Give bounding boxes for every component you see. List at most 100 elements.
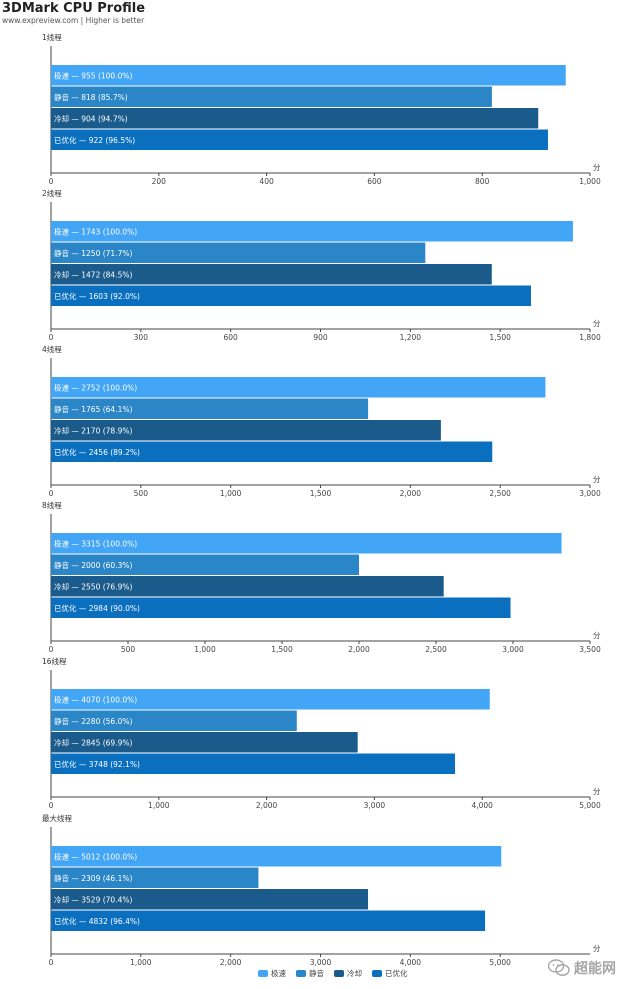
bar: [51, 846, 502, 867]
bar-label: 冷却 — 2170 (78.9%): [54, 426, 132, 436]
x-tick-label: 2,000: [256, 801, 278, 810]
x-tick-label: 2,000: [400, 489, 422, 498]
x-tick-label: 3,000: [364, 801, 386, 810]
x-tick-label: 500: [134, 489, 149, 498]
bar: [51, 753, 456, 774]
x-tick-label: 2,500: [425, 645, 447, 654]
panel-title: 4线程: [42, 344, 62, 354]
legend-swatch-1: [296, 970, 306, 977]
bar: [51, 129, 548, 150]
x-tick-label: 0: [49, 801, 54, 810]
bar-label: 冷却 — 2845 (69.9%): [54, 738, 132, 748]
bar-label: 冷却 — 3529 (70.4%): [54, 895, 132, 905]
x-tick-label: 600: [367, 177, 382, 186]
bar-label: 已优化 — 4832 (96.4%): [54, 916, 140, 926]
bar-label: 静音 — 1765 (64.1%): [54, 404, 132, 414]
bar: [51, 867, 259, 888]
x-tick-label: 200: [152, 177, 167, 186]
x-axis-unit: 分: [593, 631, 601, 640]
bar: [51, 377, 546, 398]
bar-label: 已优化 — 922 (96.5%): [54, 135, 135, 145]
x-tick-label: 0: [49, 333, 54, 342]
chart-title: 3DMark CPU Profile: [2, 1, 146, 16]
bar-label: 已优化 — 3748 (92.1%): [54, 759, 140, 769]
x-tick-label: 300: [134, 333, 149, 342]
x-tick-label: 5,000: [489, 958, 511, 967]
bar-label: 极速 — 1743 (100.0%): [54, 227, 137, 237]
bar: [51, 689, 490, 710]
bar-label: 极速 — 4070 (100.0%): [54, 695, 137, 705]
bar-label: 冷却 — 1472 (84.5%): [54, 270, 132, 280]
legend-label-0: 极速: [271, 969, 286, 978]
bar-label: 已优化 — 2984 (90.0%): [54, 603, 140, 613]
bar: [51, 65, 566, 86]
watermark: 超能网: [548, 958, 616, 978]
x-tick-label: 900: [313, 333, 328, 342]
x-tick-label: 1,000: [579, 177, 601, 186]
x-axis-unit: 分: [593, 319, 601, 328]
x-tick-label: 3,000: [310, 958, 332, 967]
panel-title: 8线程: [42, 500, 62, 510]
legend-item-0[interactable]: 极速: [258, 968, 286, 979]
x-axis-unit: 分: [593, 787, 601, 796]
x-tick-label: 1,000: [148, 801, 170, 810]
x-tick-label: 0: [49, 177, 54, 186]
bar: [51, 910, 486, 931]
legend-swatch-2: [334, 970, 344, 977]
x-tick-label: 0: [49, 645, 54, 654]
x-tick-label: 800: [475, 177, 490, 186]
x-tick-label: 1,500: [489, 333, 511, 342]
legend-item-3[interactable]: 已优化: [372, 968, 408, 979]
legend-label-1: 静音: [309, 969, 324, 978]
x-tick-label: 4,000: [400, 958, 422, 967]
x-tick-label: 500: [121, 645, 136, 654]
x-tick-label: 3,000: [502, 645, 524, 654]
bar: [51, 86, 492, 107]
watermark-text: 超能网: [574, 961, 616, 977]
x-tick-label: 0: [49, 958, 54, 967]
bar-label: 极速 — 3315 (100.0%): [54, 539, 137, 549]
legend-swatch-0: [258, 970, 268, 977]
bar-label: 已优化 — 1603 (92.0%): [54, 291, 140, 301]
bar: [51, 732, 358, 753]
x-tick-label: 3,000: [579, 489, 601, 498]
legend-item-1[interactable]: 静音: [296, 968, 324, 979]
bar-label: 极速 — 5012 (100.0%): [54, 852, 137, 862]
x-tick-label: 1,500: [271, 645, 293, 654]
x-tick-label: 3,500: [579, 645, 601, 654]
bar: [51, 108, 539, 129]
x-tick-label: 1,000: [194, 645, 216, 654]
x-tick-label: 0: [49, 489, 54, 498]
bar: [51, 221, 573, 242]
bar: [51, 441, 493, 462]
bar-label: 静音 — 818 (85.7%): [54, 92, 128, 102]
x-tick-label: 1,200: [400, 333, 422, 342]
legend-label-2: 冷却: [347, 969, 362, 978]
x-tick-label: 600: [224, 333, 239, 342]
x-axis-unit: 分: [593, 163, 601, 172]
x-tick-label: 2,000: [220, 958, 242, 967]
bar-label: 静音 — 2280 (56.0%): [54, 716, 132, 726]
bar-label: 冷却 — 2550 (76.9%): [54, 582, 132, 592]
bar: [51, 242, 426, 263]
x-tick-label: 4,000: [471, 801, 493, 810]
bar-label: 静音 — 1250 (71.7%): [54, 248, 132, 258]
x-tick-label: 2,500: [489, 489, 511, 498]
bar: [51, 420, 441, 441]
bar-label: 极速 — 2752 (100.0%): [54, 383, 137, 393]
x-tick-label: 1,500: [310, 489, 332, 498]
x-tick-label: 400: [259, 177, 274, 186]
x-tick-label: 5,000: [579, 801, 601, 810]
bar: [51, 533, 562, 554]
panel-title: 16线程: [42, 656, 67, 666]
bar: [51, 398, 369, 419]
bar-label: 静音 — 2309 (46.1%): [54, 873, 132, 883]
bar: [51, 597, 511, 618]
legend-swatch-3: [372, 970, 382, 977]
legend-label-3: 已优化: [385, 969, 408, 978]
bar: [51, 285, 532, 306]
panel-title: 2线程: [42, 188, 62, 198]
bar-label: 已优化 — 2456 (89.2%): [54, 447, 140, 457]
legend-item-2[interactable]: 冷却: [334, 968, 362, 979]
